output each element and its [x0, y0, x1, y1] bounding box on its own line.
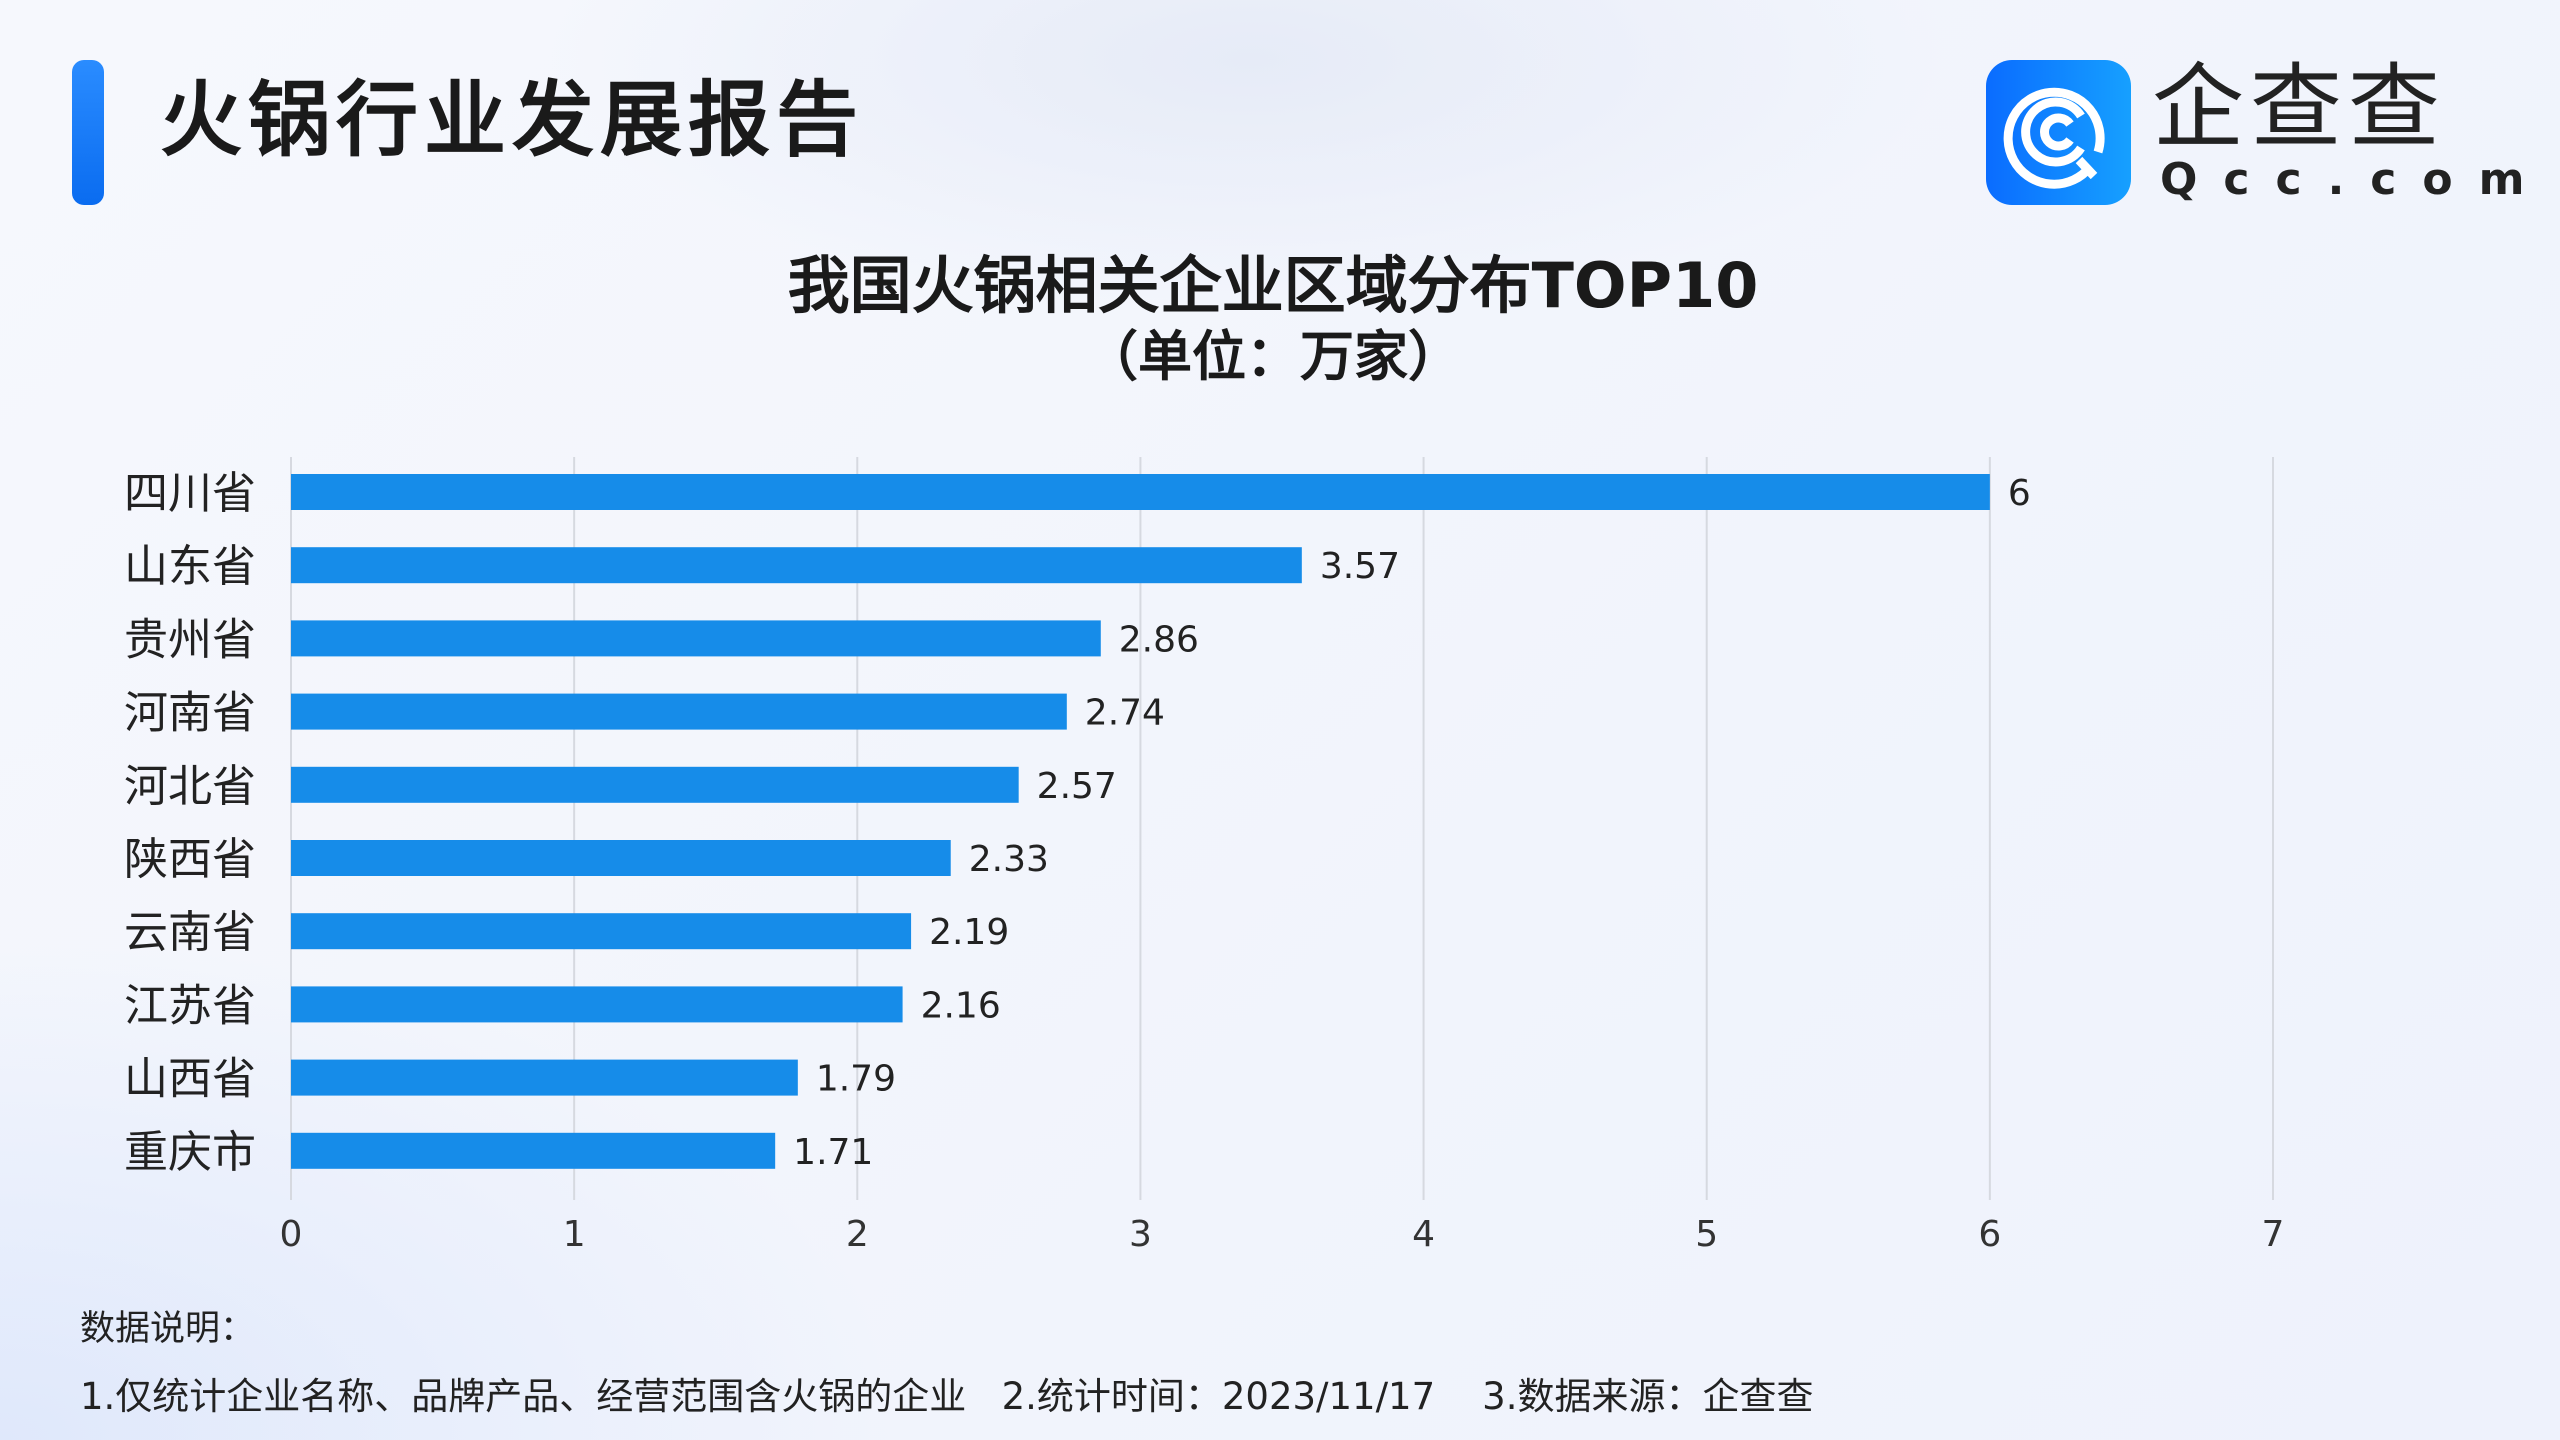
x-tick-label: 7 [2262, 1214, 2285, 1255]
qcc-logo-domain: Qcc.com [2160, 154, 2551, 205]
bar [291, 620, 1101, 657]
category-label: 陕西省 [124, 834, 256, 885]
bar [291, 547, 1302, 584]
chart-title: 我国火锅相关企业区域分布TOP10 [787, 249, 1759, 322]
category-label: 河南省 [124, 688, 256, 739]
page-title: 火锅行业发展报告 [160, 73, 865, 168]
category-label: 四川省 [124, 468, 256, 519]
value-label: 1.71 [793, 1132, 873, 1173]
category-label: 云南省 [124, 907, 256, 958]
bar [291, 693, 1067, 730]
x-tick-label: 4 [1412, 1214, 1435, 1255]
bar [291, 913, 912, 950]
value-label: 3.57 [1320, 546, 1400, 587]
bar [291, 1132, 776, 1169]
value-label: 2.16 [921, 985, 1001, 1026]
x-tick-label: 0 [280, 1214, 303, 1255]
notes-heading: 数据说明： [80, 1309, 256, 1349]
bar [291, 474, 1990, 510]
bar [291, 766, 1019, 803]
category-label: 山东省 [124, 541, 256, 592]
notes-text: 1.仅统计企业名称、品牌产品、经营范围含火锅的企业 2.统计时间：2023/11… [80, 1375, 1814, 1418]
value-label: 2.19 [929, 912, 1009, 953]
value-label: 2.74 [1085, 693, 1165, 734]
x-tick-label: 3 [1129, 1214, 1152, 1255]
category-label: 河北省 [124, 761, 256, 812]
category-label: 江苏省 [124, 980, 256, 1031]
category-label: 贵州省 [124, 614, 256, 665]
title-accent-bar [72, 60, 104, 205]
x-tick-label: 2 [846, 1214, 869, 1255]
x-tick-label: 5 [1695, 1214, 1718, 1255]
qcc-logo-text: 企查查 [2152, 54, 2447, 161]
x-tick-label: 1 [563, 1214, 586, 1255]
bar [291, 986, 903, 1023]
bar [291, 840, 951, 876]
category-label: 山西省 [124, 1054, 256, 1105]
value-label: 6 [2008, 473, 2031, 514]
value-label: 2.33 [969, 839, 1049, 880]
qcc-logo-icon [1986, 60, 2131, 205]
value-label: 2.57 [1037, 766, 1117, 807]
chart-subtitle: （单位：万家） [1084, 325, 1462, 388]
value-label: 2.86 [1119, 619, 1199, 660]
value-label: 1.79 [816, 1059, 896, 1100]
category-label: 重庆市 [124, 1127, 256, 1178]
bar [291, 1059, 798, 1096]
x-tick-label: 6 [1978, 1214, 2001, 1255]
